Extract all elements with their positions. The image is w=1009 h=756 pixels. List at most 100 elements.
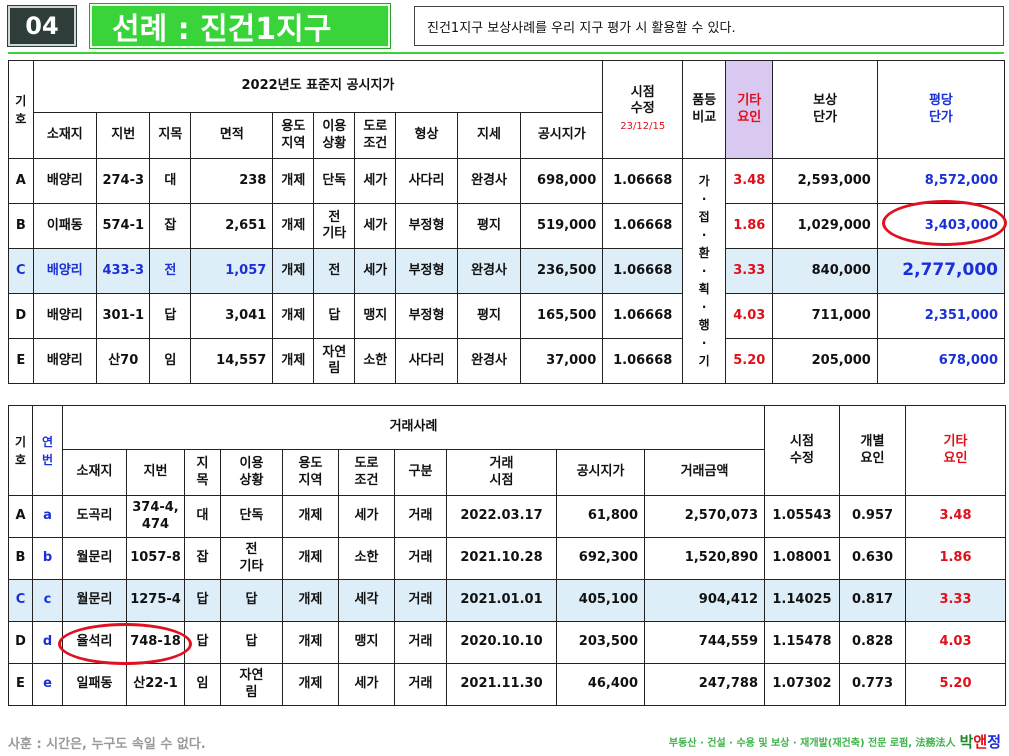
cell-date: 2020.10.10 (446, 621, 557, 664)
cell-area: 2,651 (190, 203, 274, 249)
brand-part-1: 박 (959, 733, 974, 751)
cell-zone: 개제 (282, 621, 339, 664)
table-row: D d 율석리 748-18 답 답 개제 맹지 거래 2020.10.10 2… (8, 621, 1006, 664)
cell-use: 전 기타 (220, 537, 283, 580)
cell-other-factor: 4.03 (905, 621, 1006, 664)
per-pyeong-header: 평당 단가 (876, 60, 1006, 159)
col-road-header: 도로 조건 (354, 112, 397, 159)
cell-comp-unit: 840,000 (772, 248, 878, 294)
cell-location: 일패동 (62, 663, 127, 706)
cell-category: 잡 (149, 203, 192, 249)
cell-road: 세가 (354, 248, 397, 294)
page-title: 선례 : 진건1지구 (90, 4, 390, 48)
cell-location: 월문리 (62, 579, 127, 622)
cell-shape: 부정형 (395, 203, 458, 249)
grade-compare-vertical: 가 · 접 · 환 · 획 · 행 · 기 (682, 158, 727, 384)
cell-price: 46,400 (556, 663, 645, 706)
cell-category: 답 (184, 579, 221, 622)
cell-other-factor: 5.20 (905, 663, 1006, 706)
cell-other-factor: 3.48 (725, 158, 774, 204)
row-code: B (8, 537, 33, 580)
table-row-highlighted: C 배양리 433-3 전 1,057 개제 전 세가 부정형 완경사 236,… (8, 248, 1006, 294)
cell-lot: 1275-4 (126, 579, 185, 622)
col-use-header: 이용 상황 (313, 112, 356, 159)
cell-zone: 개제 (272, 293, 315, 339)
cell-kind: 거래 (394, 579, 447, 622)
cell-road: 세가 (354, 158, 397, 204)
cell-lot: 산22-1 (126, 663, 185, 706)
cell-per-pyeong: 3,403,000 (876, 203, 1006, 249)
row-code: E (8, 663, 33, 706)
row-serial: d (32, 621, 63, 664)
cell-category: 대 (184, 495, 221, 538)
table2-title: 거래사례 (62, 405, 765, 450)
cell-road: 맹지 (338, 621, 395, 664)
cell-category: 임 (149, 338, 192, 384)
standard-land-price-table: 기 호 2022년도 표준지 공시지가 시점 수정 23/12/15 품등 비교 … (8, 60, 1006, 384)
cell-per-pyeong: 2,777,000 (876, 248, 1006, 294)
cell-category: 임 (184, 663, 221, 706)
header-divider (8, 52, 1004, 54)
cell-terrain: 평지 (456, 293, 522, 339)
col-amount-header: 거래금액 (644, 449, 765, 496)
cell-use: 전 (313, 248, 356, 294)
cell-lot: 1057-8 (126, 537, 185, 580)
col-code-header: 기 호 (8, 60, 34, 159)
cell-use: 답 (220, 621, 283, 664)
col-road-header: 도로 조건 (338, 449, 395, 496)
cell-shape: 부정형 (395, 293, 458, 339)
table-row: B b 월문리 1057-8 잡 전 기타 개제 소한 거래 2021.10.2… (8, 537, 1006, 580)
cell-amount: 1,520,890 (644, 537, 765, 580)
col-category-header: 지목 (149, 112, 192, 159)
cell-road: 맹지 (354, 293, 397, 339)
cell-zone: 개제 (272, 203, 315, 249)
cell-time-adj: 1.06668 (602, 203, 684, 249)
cell-indiv-factor: 0.828 (839, 621, 906, 664)
cell-other-factor: 3.48 (905, 495, 1006, 538)
cell-road: 세가 (338, 663, 395, 706)
cell-date: 2021.10.28 (446, 537, 557, 580)
cell-time-adj: 1.06668 (602, 293, 684, 339)
cell-time-adj: 1.07302 (764, 663, 840, 706)
cell-road: 소한 (354, 338, 397, 384)
cell-price: 692,300 (556, 537, 645, 580)
col-price-header: 공시지가 (520, 112, 604, 159)
time-adj-label: 시점 수정 (630, 85, 655, 117)
cell-location: 배양리 (32, 338, 98, 384)
cell-time-adj: 1.14025 (764, 579, 840, 622)
other-factor-header: 기타 요인 (725, 60, 774, 159)
cell-road: 세가 (354, 203, 397, 249)
cell-shape: 부정형 (395, 248, 458, 294)
cell-per-pyeong: 8,572,000 (876, 158, 1006, 204)
cell-comp-unit: 711,000 (772, 293, 878, 339)
table-row: E e 일패동 산22-1 임 자연 림 개제 세가 거래 2021.11.30… (8, 663, 1006, 706)
col-code-header: 기 호 (8, 405, 33, 496)
cell-time-adj: 1.15478 (764, 621, 840, 664)
cell-area: 3,041 (190, 293, 274, 339)
other-factor-header: 기타 요인 (905, 405, 1006, 496)
cell-zone: 개제 (282, 579, 339, 622)
row-code: E (8, 338, 34, 384)
col-shape-header: 형상 (395, 112, 458, 159)
cell-kind: 거래 (394, 621, 447, 664)
cell-indiv-factor: 0.630 (839, 537, 906, 580)
indiv-factor-header: 개별 요인 (839, 405, 906, 496)
col-price-header: 공시지가 (556, 449, 645, 496)
transaction-cases-table: 기 호 연 번 거래사례 시점 수정 개별 요인 기타 요인 소재지 지번 지 … (8, 405, 1006, 706)
cell-location: 배양리 (32, 248, 98, 294)
row-code: A (8, 158, 34, 204)
col-location-header: 소재지 (62, 449, 127, 496)
cell-other-factor: 3.33 (905, 579, 1006, 622)
cell-zone: 개제 (282, 495, 339, 538)
cell-time-adj: 1.06668 (602, 248, 684, 294)
table-row: E 배양리 산70 임 14,557 개제 자연 림 소한 사다리 완경사 37… (8, 338, 1006, 384)
row-serial: a (32, 495, 63, 538)
cell-area: 14,557 (190, 338, 274, 384)
page-subtitle: 진건1지구 보상사례를 우리 지구 평가 시 활용할 수 있다. (414, 6, 1004, 46)
cell-location: 도곡리 (62, 495, 127, 538)
cell-time-adj: 1.06668 (602, 338, 684, 384)
cell-comp-unit: 205,000 (772, 338, 878, 384)
cell-time-adj: 1.05543 (764, 495, 840, 538)
row-serial: e (32, 663, 63, 706)
cell-other-factor: 1.86 (725, 203, 774, 249)
